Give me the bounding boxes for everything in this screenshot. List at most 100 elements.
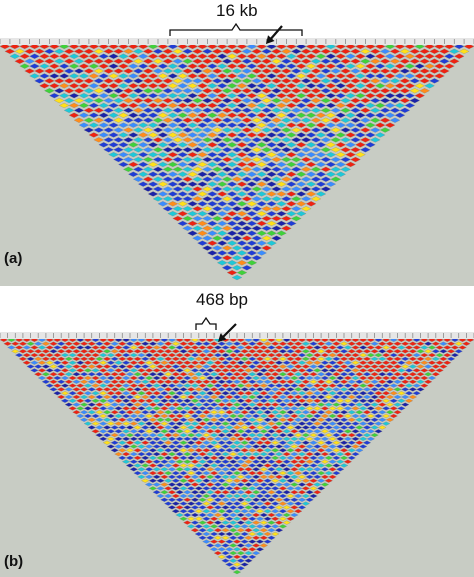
ld-cell bbox=[225, 379, 234, 384]
ld-cell bbox=[347, 425, 356, 430]
ld-cell bbox=[194, 372, 203, 377]
ld-cell bbox=[271, 97, 282, 104]
ld-cell bbox=[182, 117, 193, 123]
ld-cell bbox=[241, 265, 253, 271]
ld-cell bbox=[212, 127, 223, 133]
ld-cell bbox=[286, 63, 297, 69]
ld-cell bbox=[217, 387, 226, 392]
ld-cell bbox=[394, 43, 406, 50]
ld-cell bbox=[148, 471, 157, 476]
ld-cell bbox=[72, 394, 81, 400]
ld-cell bbox=[305, 112, 317, 118]
ld-cell bbox=[202, 524, 211, 529]
ld-cell bbox=[68, 63, 80, 69]
ld-cell bbox=[212, 68, 223, 74]
ld-cell bbox=[106, 406, 115, 411]
ld-cell bbox=[80, 417, 89, 422]
marker-ticks bbox=[0, 39, 474, 44]
ld-cell bbox=[160, 421, 169, 426]
ld-cell bbox=[252, 497, 261, 502]
ld-cell bbox=[355, 43, 366, 50]
ld-cell bbox=[339, 341, 349, 346]
ld-cells bbox=[0, 43, 474, 281]
ld-cell bbox=[177, 181, 188, 187]
ld-cell bbox=[294, 379, 303, 384]
ld-cell bbox=[274, 520, 284, 525]
ld-cell bbox=[157, 43, 169, 50]
ld-cell bbox=[375, 132, 386, 138]
ld-cell bbox=[194, 455, 203, 460]
ld-cell bbox=[129, 467, 138, 472]
ld-cell bbox=[179, 394, 188, 400]
ld-cell bbox=[83, 421, 92, 426]
ld-cell bbox=[248, 547, 257, 552]
ld-cell bbox=[328, 452, 337, 457]
ld-cell bbox=[68, 353, 77, 358]
ld-cell bbox=[315, 112, 327, 118]
ld-cell bbox=[409, 68, 420, 74]
ld-cell bbox=[213, 505, 222, 510]
ld-cell bbox=[255, 440, 265, 445]
ld-cell bbox=[347, 455, 356, 460]
ld-cell bbox=[271, 117, 282, 123]
ld-cell bbox=[355, 132, 366, 138]
ld-cell bbox=[172, 97, 183, 104]
ld-cell bbox=[328, 360, 337, 365]
ld-cell bbox=[236, 383, 245, 388]
ld-cell bbox=[389, 360, 398, 365]
ld-cell bbox=[141, 471, 150, 476]
ld-cell bbox=[133, 471, 142, 476]
ld-cell bbox=[313, 353, 322, 358]
ld-cell bbox=[106, 368, 115, 373]
ld-cell bbox=[217, 152, 228, 158]
ld-cell bbox=[137, 436, 146, 441]
ld-cell bbox=[177, 191, 188, 197]
ld-cell bbox=[328, 444, 337, 449]
ld-cell bbox=[362, 433, 372, 438]
ld-cell bbox=[194, 463, 203, 468]
ld-cell bbox=[167, 429, 177, 434]
ld-cell bbox=[157, 161, 169, 168]
ld-cell bbox=[198, 535, 207, 540]
ld-cell bbox=[296, 122, 307, 128]
ld-cell bbox=[359, 413, 368, 419]
ld-cell bbox=[301, 372, 310, 377]
ld-cell bbox=[197, 43, 208, 50]
ld-cell bbox=[118, 455, 127, 460]
ld-cell bbox=[11, 341, 20, 346]
ld-cell bbox=[231, 58, 243, 64]
ld-cell bbox=[68, 406, 77, 411]
ld-cell bbox=[290, 467, 299, 472]
ld-cell bbox=[88, 122, 100, 128]
ld-cell bbox=[360, 68, 371, 74]
ld-cell bbox=[320, 436, 329, 441]
ld-cell bbox=[221, 551, 230, 556]
ld-cell bbox=[305, 142, 317, 148]
ld-cell bbox=[207, 211, 218, 217]
ld-cell bbox=[142, 78, 154, 84]
ld-cell bbox=[282, 383, 291, 388]
ld-cell bbox=[114, 391, 123, 396]
ld-cell bbox=[439, 48, 450, 54]
ld-cell bbox=[110, 341, 119, 346]
ld-cell bbox=[256, 73, 267, 79]
ld-cell bbox=[362, 394, 372, 400]
ld-cell bbox=[98, 122, 109, 128]
ld-cell bbox=[232, 547, 242, 552]
ld-cell bbox=[197, 73, 208, 79]
ld-cell bbox=[137, 429, 146, 434]
ld-cell bbox=[160, 490, 169, 495]
ld-cell bbox=[187, 230, 198, 236]
ld-cell bbox=[290, 383, 299, 388]
ld-cell bbox=[324, 364, 333, 369]
ld-cell bbox=[225, 417, 234, 422]
ld-cell bbox=[152, 444, 161, 449]
ld-cell bbox=[335, 142, 346, 148]
ld-cell bbox=[379, 117, 391, 123]
ld-cell bbox=[41, 364, 50, 369]
ld-cell bbox=[320, 368, 329, 373]
ld-cell bbox=[232, 417, 242, 422]
ld-cell bbox=[259, 543, 268, 548]
ld-cell bbox=[366, 353, 375, 358]
ld-cell bbox=[370, 417, 379, 422]
